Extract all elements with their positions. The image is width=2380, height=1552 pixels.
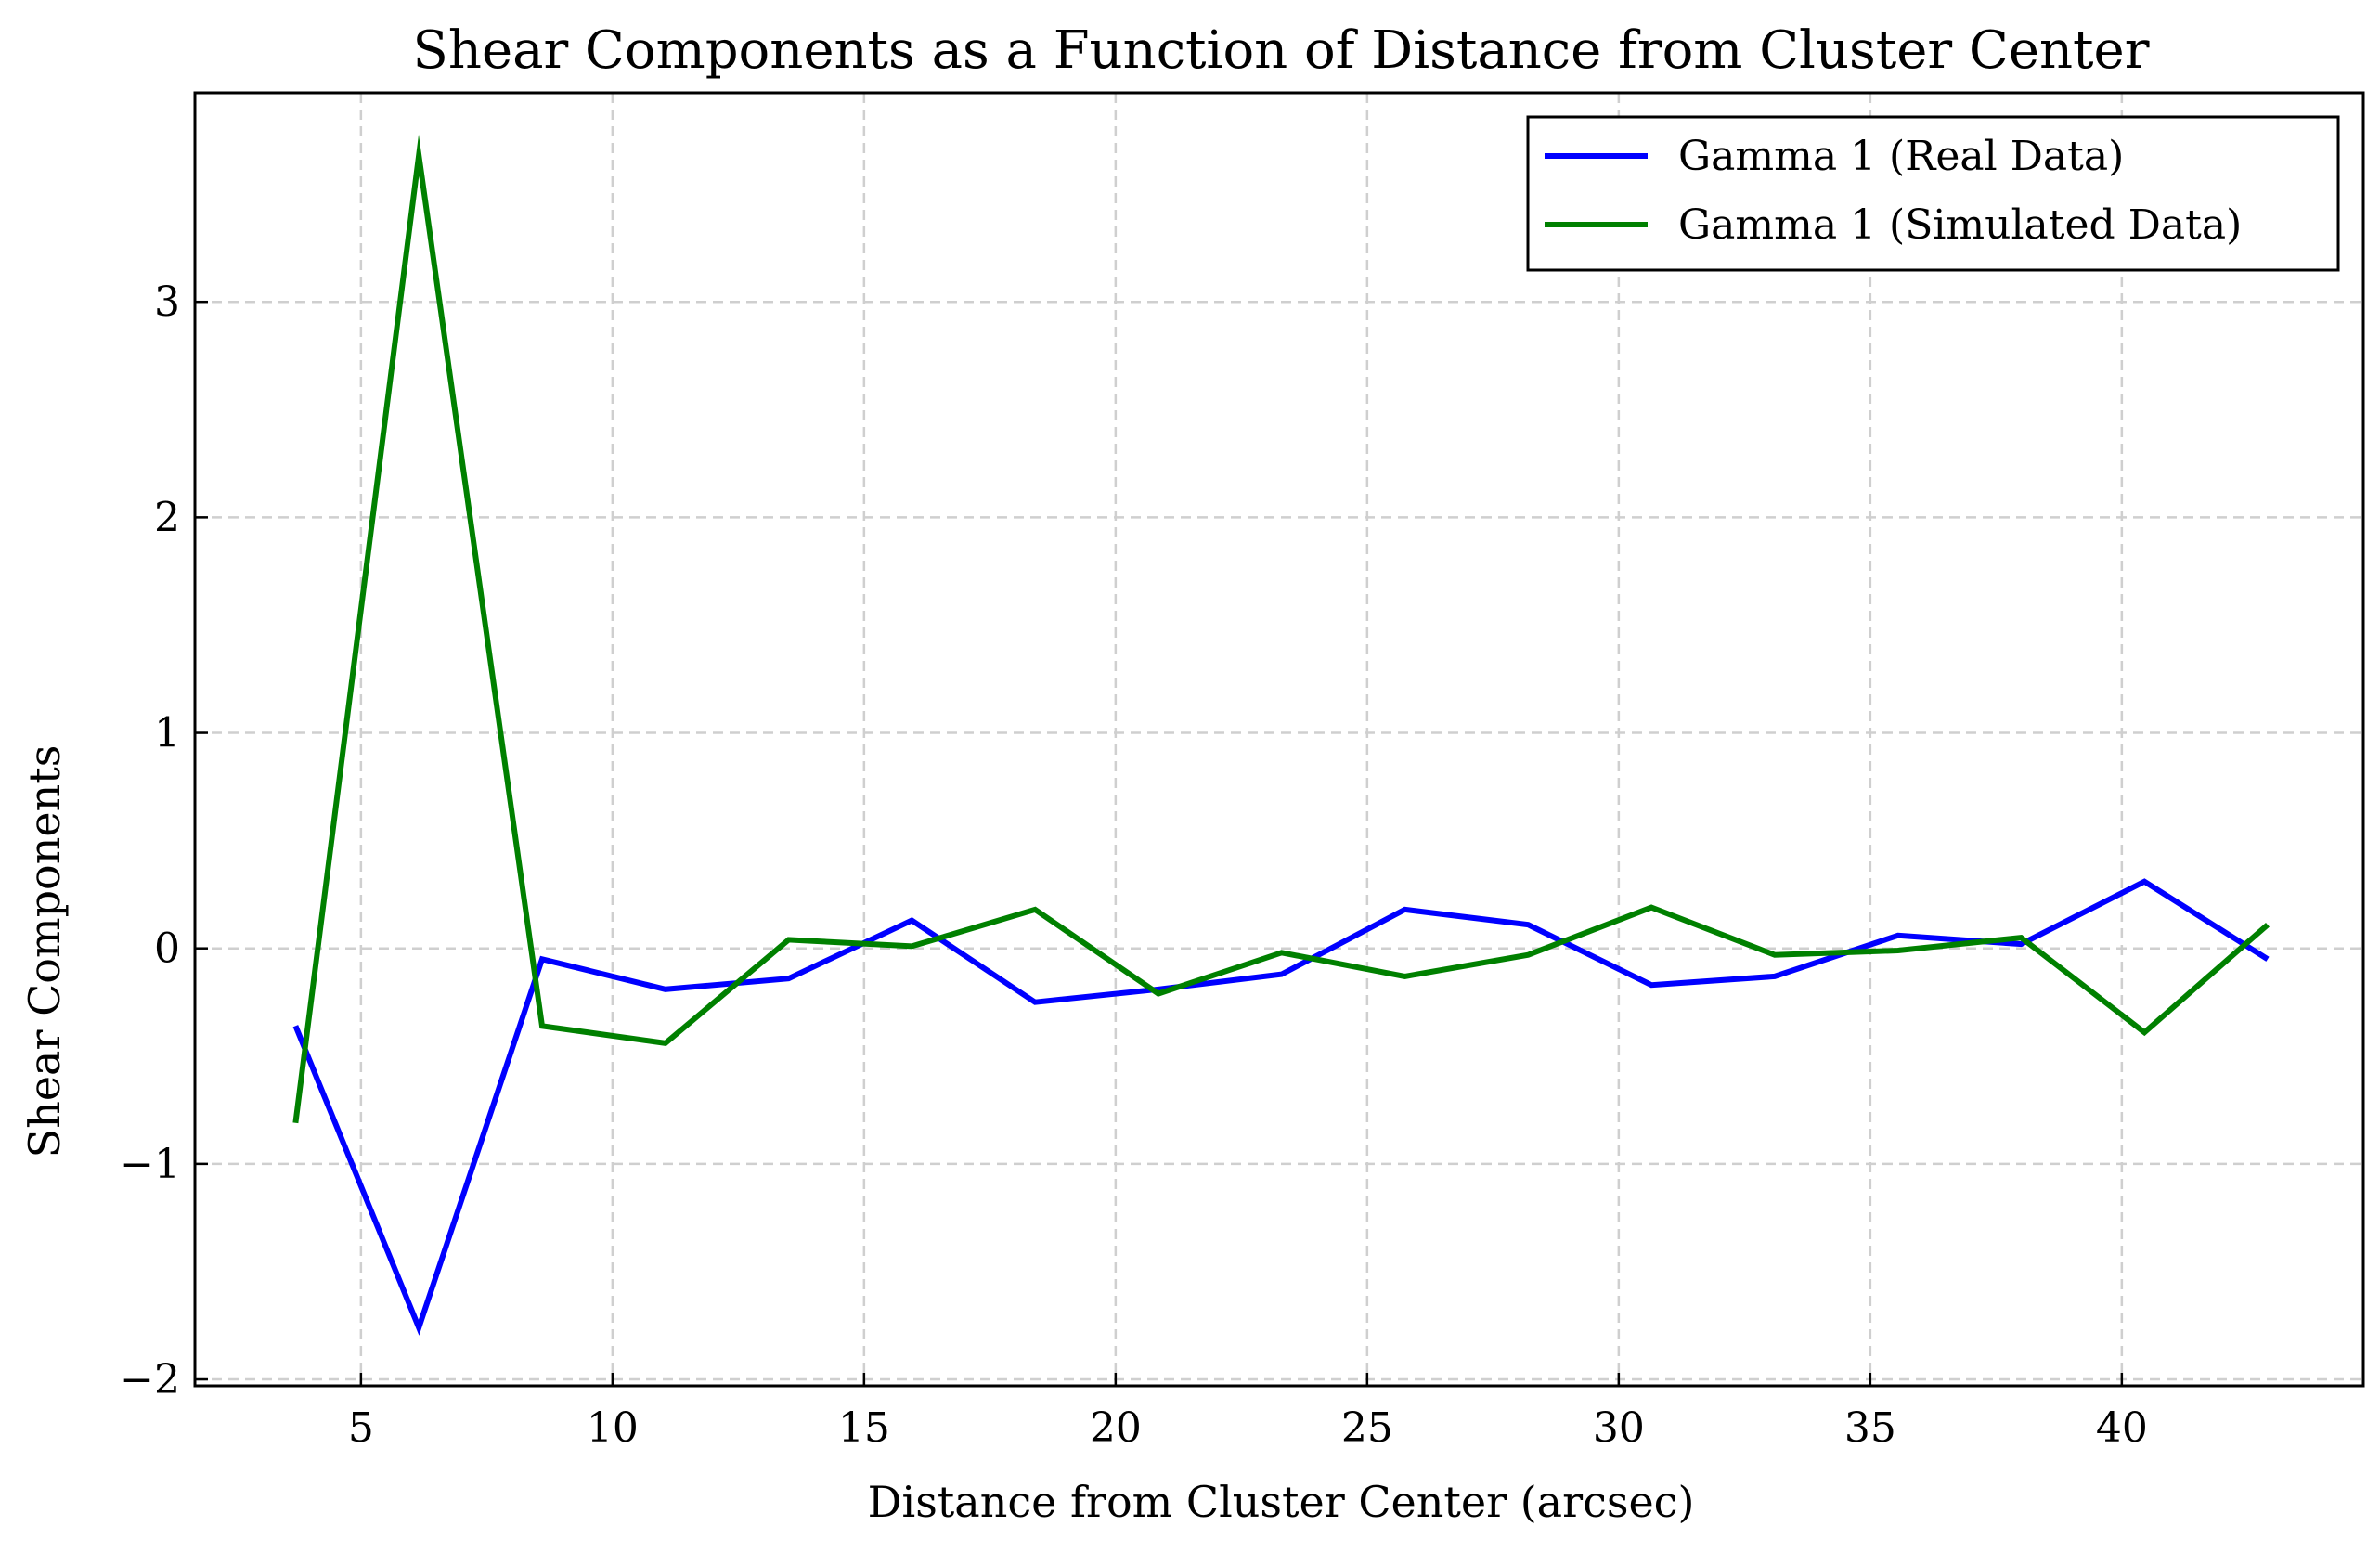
chart-title: Shear Components as a Function of Distan… (413, 20, 2150, 81)
axis-ticks (195, 300, 2124, 1386)
plot-frame (193, 91, 2365, 1388)
legend-label-real-data: Gamma 1 (Real Data) (1678, 133, 2124, 180)
y-tick-label: −2 (120, 1356, 180, 1403)
series-line-real-data (292, 878, 2270, 1336)
y-tick-label: 3 (154, 278, 180, 326)
x-tick-label: 25 (1341, 1404, 1393, 1452)
y-axis-label: Shear Components (19, 745, 70, 1158)
x-axis-label: Distance from Cluster Center (arcsec) (868, 1477, 1695, 1527)
y-tick-label: −1 (120, 1141, 180, 1188)
y-tick-labels: −2 −1 0 1 2 3 (120, 278, 180, 1403)
x-tick-label: 5 (348, 1404, 374, 1452)
x-tick-labels: 5 10 15 20 25 30 35 40 (348, 1404, 2148, 1452)
legend: Gamma 1 (Real Data) Gamma 1 (Simulated D… (1526, 115, 2340, 272)
y-tick-label: 2 (154, 494, 180, 541)
series-layer (292, 134, 2270, 1336)
series-line-simulated-data (292, 134, 2270, 1124)
y-tick-label: 0 (154, 925, 180, 973)
x-tick-label: 35 (1844, 1404, 1896, 1452)
x-tick-label: 20 (1090, 1404, 1142, 1452)
x-tick-label: 10 (587, 1404, 639, 1452)
x-tick-label: 30 (1593, 1404, 1645, 1452)
grid-lines (195, 93, 2363, 1386)
x-tick-label: 15 (838, 1404, 890, 1452)
x-tick-label: 40 (2096, 1404, 2148, 1452)
legend-label-simulated-data: Gamma 1 (Simulated Data) (1678, 201, 2242, 249)
legend-box (1526, 115, 2340, 272)
y-tick-label: 1 (154, 710, 180, 757)
